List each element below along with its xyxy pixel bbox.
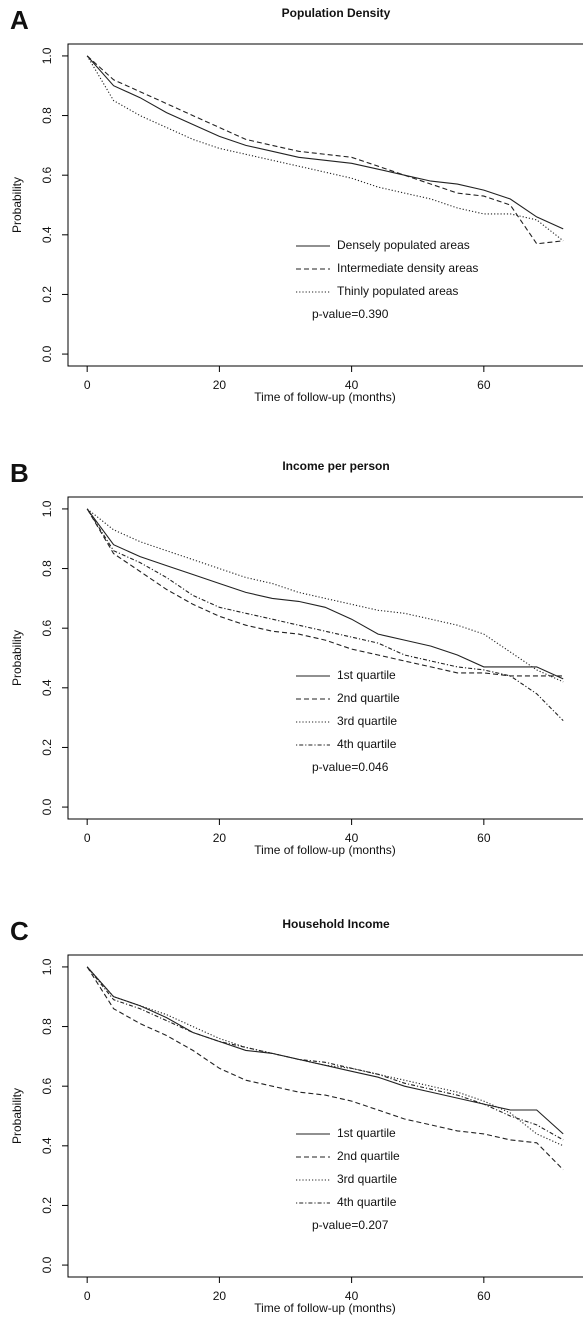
survival-curve — [86, 508, 564, 683]
y-tick-label: 0.6 — [40, 1078, 54, 1095]
survival-curve — [86, 508, 564, 677]
legend-label: 2nd quartile — [337, 691, 400, 705]
y-tick-label: 1.0 — [40, 500, 54, 517]
y-tick-label: 1.0 — [40, 958, 54, 975]
x-tick-label: 20 — [213, 831, 227, 845]
y-axis-label: Probability — [10, 1088, 24, 1144]
survival-curve — [86, 508, 564, 721]
legend-label: 1st quartile — [337, 1126, 396, 1140]
annotation: p-value=0.207 — [312, 1218, 389, 1232]
x-tick-label: 40 — [345, 378, 359, 392]
y-axis-label: Probability — [10, 177, 24, 233]
survival-curve — [86, 966, 564, 1141]
y-tick-label: 0.4 — [40, 1137, 54, 1154]
x-axis-label: Time of follow-up (months) — [254, 843, 396, 857]
legend-label: 1st quartile — [337, 668, 396, 682]
legend-label: 4th quartile — [337, 1195, 397, 1209]
y-tick-label: 0.8 — [40, 1018, 54, 1035]
legend-label: Intermediate density areas — [337, 261, 478, 275]
panel-letter: A — [10, 5, 29, 35]
plot-frame — [67, 954, 583, 1278]
survival-curve — [86, 55, 564, 245]
y-axis-label: Probability — [10, 630, 24, 686]
y-tick-label: 0.0 — [40, 345, 54, 362]
x-tick-label: 20 — [213, 378, 227, 392]
panel-letter: C — [10, 916, 29, 946]
y-tick-label: 0.8 — [40, 560, 54, 577]
x-axis-label: Time of follow-up (months) — [254, 390, 396, 404]
y-tick-label: 0.2 — [40, 739, 54, 756]
x-tick-label: 0 — [84, 831, 91, 845]
chart-title: Household Income — [282, 917, 390, 931]
y-tick-label: 0.0 — [40, 1256, 54, 1273]
y-tick-label: 0.4 — [40, 226, 54, 243]
x-tick-label: 20 — [213, 1289, 227, 1303]
y-tick-label: 0.6 — [40, 167, 54, 184]
chart-title: Population Density — [282, 6, 391, 20]
survival-curve — [86, 55, 564, 242]
survival-curve — [86, 966, 564, 1135]
legend-label: 3rd quartile — [337, 714, 397, 728]
legend-label: Densely populated areas — [337, 238, 470, 252]
x-tick-label: 40 — [345, 831, 359, 845]
x-tick-label: 60 — [477, 1289, 491, 1303]
survival-curve — [86, 508, 564, 680]
annotation: p-value=0.046 — [312, 760, 389, 774]
y-tick-label: 0.2 — [40, 286, 54, 303]
x-tick-label: 0 — [84, 1289, 91, 1303]
y-tick-label: 0.8 — [40, 107, 54, 124]
x-tick-label: 0 — [84, 378, 91, 392]
y-tick-label: 0.6 — [40, 620, 54, 637]
legend-label: Thinly populated areas — [337, 284, 458, 298]
plot-frame — [67, 43, 583, 367]
plot-frame — [67, 496, 583, 820]
legend-label: 2nd quartile — [337, 1149, 400, 1163]
chart-title: Income per person — [282, 459, 389, 473]
x-axis-label: Time of follow-up (months) — [254, 1301, 396, 1315]
legend-label: 4th quartile — [337, 737, 397, 751]
survival-curve — [86, 55, 564, 230]
x-tick-label: 60 — [477, 378, 491, 392]
survival-curve — [86, 966, 564, 1147]
y-tick-label: 0.2 — [40, 1197, 54, 1214]
y-tick-label: 0.4 — [40, 679, 54, 696]
legend-label: 3rd quartile — [337, 1172, 397, 1186]
y-tick-label: 0.0 — [40, 798, 54, 815]
x-tick-label: 40 — [345, 1289, 359, 1303]
survival-curve — [86, 966, 564, 1171]
x-tick-label: 60 — [477, 831, 491, 845]
y-tick-label: 1.0 — [40, 47, 54, 64]
annotation: p-value=0.390 — [312, 307, 389, 321]
panel-letter: B — [10, 458, 29, 488]
